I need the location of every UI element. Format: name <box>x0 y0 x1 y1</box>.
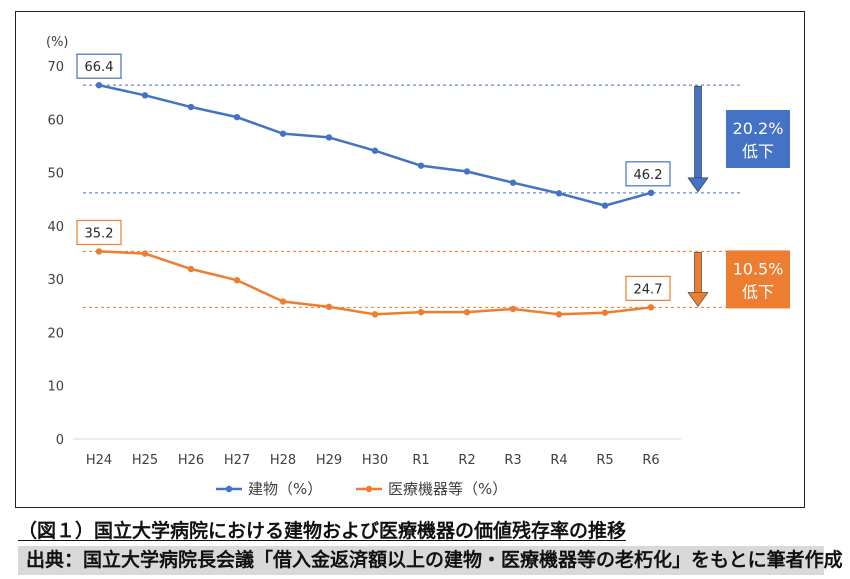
data-point <box>233 113 241 121</box>
y-axis-ticks: 0 10 20 30 40 50 60 70 <box>47 60 64 448</box>
y-tick-label: 70 <box>47 60 64 75</box>
legend-label: 建物（%） <box>248 480 322 498</box>
data-label-box <box>625 275 671 301</box>
x-axis-ticks: H24 H25 H26 H27 H28 H29 H30 R1 R2 R3 R4 R5 R6 <box>86 453 660 468</box>
data-point <box>555 311 563 318</box>
legend-label: 医療機器等（%） <box>388 480 507 498</box>
data-point <box>647 189 655 197</box>
decline-percent: 10.5% <box>733 259 784 278</box>
data-point <box>463 168 471 175</box>
data-label: 46.2 <box>634 168 663 183</box>
data-point <box>647 304 655 311</box>
x-tick-label: H29 <box>316 453 342 468</box>
data-label-box <box>76 53 122 79</box>
legend: 建物（%） 医療機器等（%） <box>216 480 507 498</box>
chart-frame: (%) 0 10 20 30 40 50 60 70 H24 H25 H26 H27 H28 H29 H3… <box>15 11 805 508</box>
y-tick-label: 30 <box>47 273 64 288</box>
x-tick-label: H24 <box>86 453 112 468</box>
arrow-shaft <box>694 85 702 180</box>
data-point <box>279 130 287 137</box>
data-point <box>417 162 425 169</box>
data-point <box>95 81 103 89</box>
y-tick-label: 50 <box>47 167 64 182</box>
data-label: 35.2 <box>85 226 114 241</box>
x-tick-label: H25 <box>132 453 158 468</box>
decline-box <box>726 250 790 309</box>
legend-marker <box>225 485 233 493</box>
x-tick-label: R2 <box>458 453 475 468</box>
data-point <box>601 309 609 316</box>
decline-text: 低下 <box>742 142 774 161</box>
series-line-1 <box>98 250 652 316</box>
data-point <box>417 308 425 316</box>
x-tick-label: H27 <box>224 453 250 468</box>
data-label-box <box>625 161 671 187</box>
data-point <box>279 298 287 305</box>
arrow-shaft <box>694 252 702 294</box>
series-line-0 <box>98 83 652 207</box>
x-tick-label: R5 <box>596 453 613 468</box>
data-label-box <box>76 219 122 246</box>
x-tick-label: R1 <box>412 453 429 468</box>
data-point <box>509 179 517 186</box>
data-point <box>325 134 333 141</box>
data-point <box>509 305 517 313</box>
data-point <box>141 92 149 99</box>
y-tick-label: 10 <box>47 380 64 395</box>
x-tick-label: R6 <box>642 453 659 468</box>
data-point <box>371 311 379 318</box>
data-point <box>463 308 471 316</box>
source-note: 出典：国立大学病院長会議「借入金返済額以上の建物・医療機器等の老朽化」をもとに筆… <box>18 546 843 575</box>
data-point <box>601 202 609 209</box>
x-tick-label: H30 <box>362 453 388 468</box>
decline-box <box>726 110 790 169</box>
y-tick-label: 40 <box>47 220 64 235</box>
data-point <box>187 265 195 273</box>
data-point <box>141 250 149 257</box>
reference-lines <box>83 84 743 308</box>
data-point <box>371 147 379 154</box>
arrow-head <box>687 177 709 193</box>
data-point <box>325 303 333 311</box>
data-label: 66.4 <box>85 60 114 75</box>
data-labels: 66.4 46.2 35.2 24.7 <box>76 53 671 301</box>
figure-caption: （図１）国立大学病院における建物および医療機器の価値残存率の推移 <box>18 520 627 542</box>
y-tick-label: 20 <box>47 326 64 341</box>
x-tick-label: H28 <box>270 453 296 468</box>
decline-text: 低下 <box>742 282 774 301</box>
data-label: 24.7 <box>634 282 663 297</box>
decline-arrows: 20.2% 低下 10.5% 低下 <box>687 85 790 309</box>
decline-percent: 20.2% <box>733 119 784 138</box>
data-point <box>95 248 103 255</box>
data-point <box>187 103 195 111</box>
legend-marker <box>365 485 373 493</box>
y-tick-label: 0 <box>56 433 64 448</box>
x-tick-label: R3 <box>504 453 521 468</box>
line-chart: (%) 0 10 20 30 40 50 60 70 H24 H25 H26 H27 H28 H29 H3… <box>46 35 790 498</box>
y-tick-label: 60 <box>47 113 64 128</box>
data-point <box>233 277 241 284</box>
y-unit-label: (%) <box>46 35 69 50</box>
x-tick-label: R4 <box>550 453 567 468</box>
series-group <box>95 81 655 318</box>
data-point <box>555 190 563 197</box>
arrow-head <box>687 292 709 307</box>
x-tick-label: H26 <box>178 453 204 468</box>
